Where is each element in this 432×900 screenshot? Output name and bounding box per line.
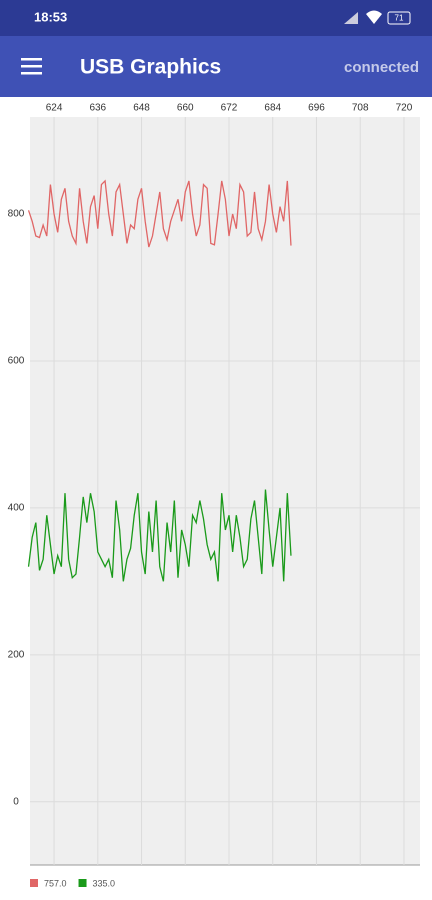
x-tick-label: 648 xyxy=(133,103,150,114)
battery-icon xyxy=(387,11,411,25)
menu-button[interactable] xyxy=(21,58,42,75)
legend-swatch xyxy=(30,879,38,887)
status-time: 18:53 xyxy=(34,9,67,24)
legend-label: 757.0 xyxy=(44,878,67,888)
y-tick-label: 800 xyxy=(8,209,25,220)
signal-icon xyxy=(344,12,358,24)
x-tick-label: 672 xyxy=(221,103,238,114)
wifi-icon xyxy=(366,10,382,24)
plot-area xyxy=(30,117,420,865)
legend-label: 335.0 xyxy=(93,878,116,888)
app-title: USB Graphics xyxy=(80,56,221,79)
legend-swatch xyxy=(78,879,87,887)
y-tick-label: 0 xyxy=(13,796,19,807)
data-line xyxy=(27,489,292,582)
x-tick-label: 660 xyxy=(177,103,194,114)
battery-level: 71 xyxy=(395,14,404,23)
x-tick-label: 624 xyxy=(46,103,63,114)
y-tick-label: 400 xyxy=(8,503,25,514)
data-line xyxy=(27,179,292,248)
y-tick-label: 200 xyxy=(8,649,25,660)
connection-status: connected xyxy=(344,59,419,76)
x-tick-label: 720 xyxy=(396,103,413,114)
y-tick-label: 600 xyxy=(8,356,25,367)
app-bar xyxy=(0,36,432,97)
x-tick-label: 684 xyxy=(264,103,281,114)
status-bar xyxy=(0,0,432,36)
x-tick-label: 636 xyxy=(89,103,106,114)
x-tick-label: 708 xyxy=(352,103,369,114)
x-tick-label: 696 xyxy=(308,103,325,114)
